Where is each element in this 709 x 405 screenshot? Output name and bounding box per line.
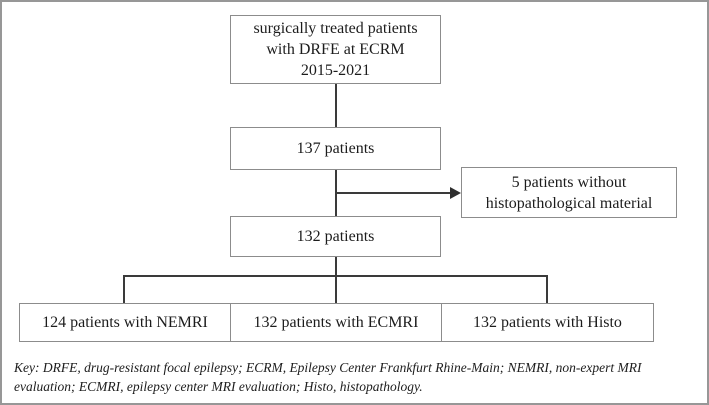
flow-box-text-line: 132 patients with Histo <box>473 314 622 331</box>
branch-drop-right <box>546 275 548 303</box>
flow-box-text-line: 124 patients with NEMRI <box>42 314 208 331</box>
flow-box-132-patients: 132 patients <box>230 216 441 257</box>
flow-box-text-line: 132 patients <box>296 228 375 245</box>
figure-key: Key: DRFE, drug-resistant focal epilepsy… <box>14 358 705 396</box>
flow-box-histo: 132 patients with Histo <box>441 303 654 342</box>
flow-box-137-patients: 137 patients <box>230 127 441 170</box>
branch-drop-left <box>123 275 125 303</box>
figure-key-line: ECMRI, epilepsy center MRI evaluation; H… <box>78 379 423 394</box>
connector-exclusion-arrow-line <box>336 192 450 194</box>
flow-box-text-line: histopathological material <box>485 194 653 212</box>
flow-box-text-line: surgically treated patients <box>253 20 418 37</box>
flow-box-nemri: 124 patients with NEMRI <box>19 303 231 342</box>
branch-horizontal-line <box>123 275 548 277</box>
flow-box-ecmri: 132 patients with ECMRI <box>230 303 442 342</box>
arrowhead-icon <box>450 187 461 199</box>
connector-top-to-137 <box>335 84 337 127</box>
flow-box-text-line: 137 patients <box>296 140 375 157</box>
flow-box-text-line: 132 patients with ECMRI <box>253 314 419 331</box>
flow-box-text-line: 5 patients without <box>511 173 627 191</box>
flow-box-source-population: surgically treated patients with DRFE at… <box>230 15 441 84</box>
flow-box-text-line: with DRFE at ECRM <box>266 41 405 58</box>
flow-box-excluded-patients: 5 patients without histopathological mat… <box>461 167 677 218</box>
flow-box-text-line: 2015-2021 <box>300 62 371 79</box>
connector-132-to-branch <box>335 257 337 303</box>
figure-key-line: Key: DRFE, drug-resistant focal epilepsy… <box>14 360 642 394</box>
